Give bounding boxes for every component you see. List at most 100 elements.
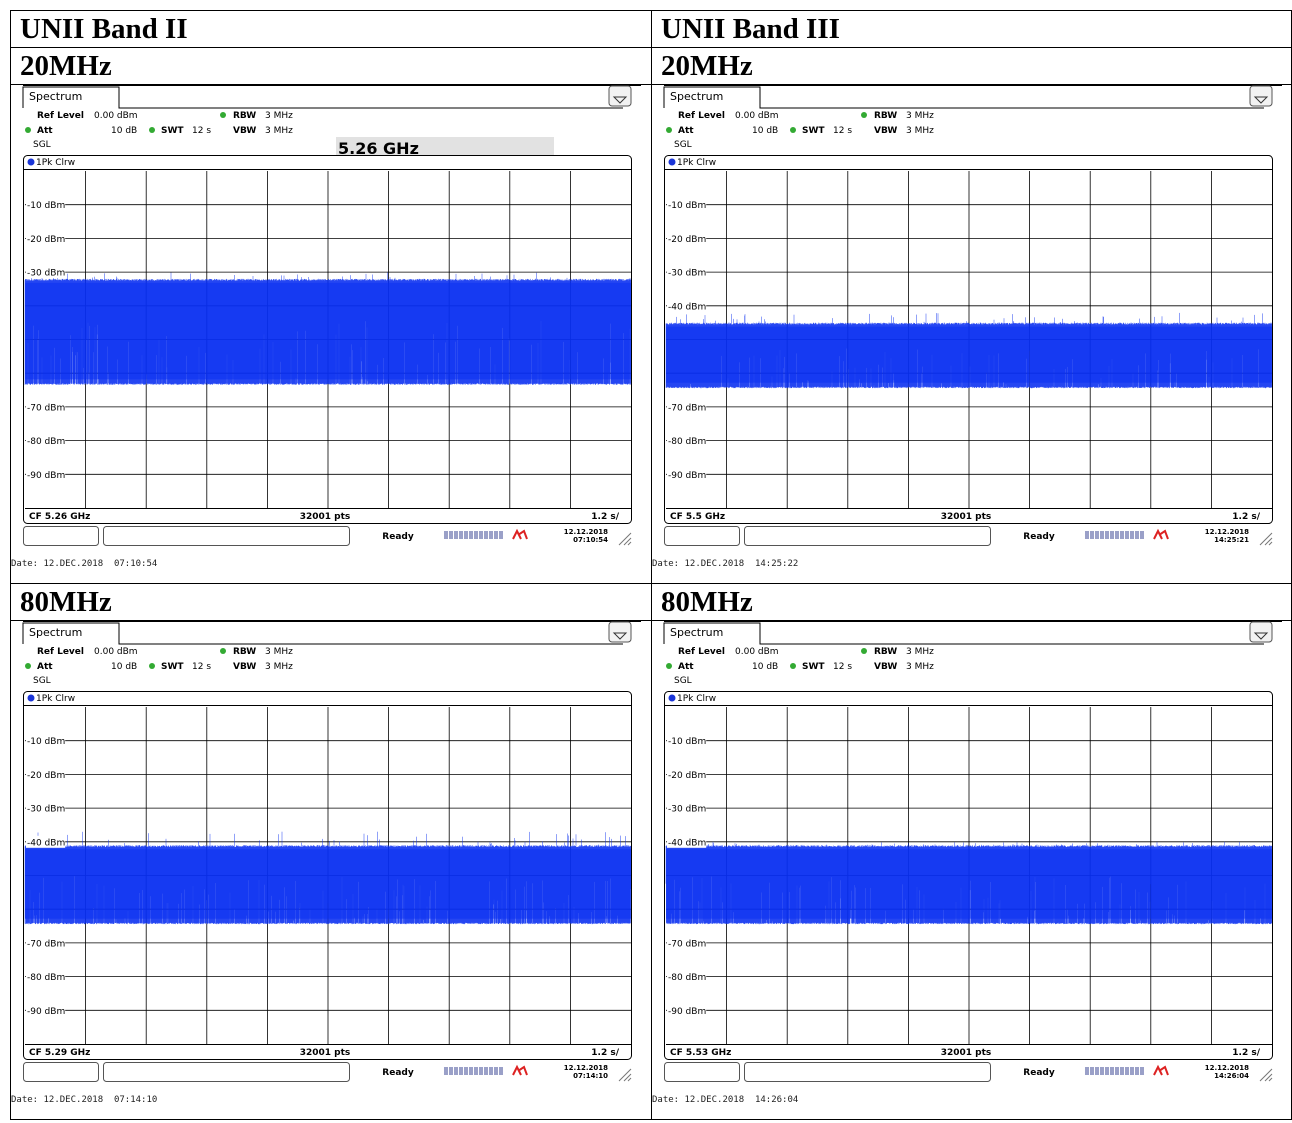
swt-label: SWT: [802, 126, 825, 136]
ref-level-label: Ref Level: [678, 111, 725, 121]
ref-level-label: Ref Level: [37, 111, 84, 121]
y-tick-label: -80 dBm: [27, 973, 65, 983]
progress-segment: [484, 531, 488, 539]
tick-label-bg: [26, 936, 66, 949]
progress-segment: [474, 1067, 478, 1075]
swt-value: 12 s: [833, 662, 852, 672]
y-tick-label: -70 dBm: [668, 403, 706, 413]
tick-label-bg: [26, 468, 66, 481]
progress-segment: [1135, 531, 1139, 539]
rbw-value: 3 MHz: [906, 111, 934, 121]
y-tick-label: -20 dBm: [668, 771, 706, 781]
tick-label-bg: [667, 1004, 707, 1017]
menu-icon: [608, 621, 632, 643]
rbw-indicator-icon: [220, 112, 226, 118]
screenshot-cell-b2-80: Spectrum Ref Level 0.00 dBm RBW 3 MHz Att 10 d…: [10, 620, 652, 1120]
progress-segment: [1100, 1067, 1104, 1075]
tick-label-bg: [26, 400, 66, 413]
rbw-label: RBW: [874, 111, 897, 121]
rbw-value: 3 MHz: [265, 647, 293, 657]
status-text: Ready: [1023, 1068, 1055, 1078]
y-tick-label: -90 dBm: [27, 471, 65, 481]
progress-segment: [1120, 1067, 1124, 1075]
screenshot-cell-b2-20: Spectrum Ref Level 0.00 dBm RBW 3 MHz Att 10 d…: [10, 84, 652, 584]
ref-level-value: 0.00 dBm: [94, 111, 138, 121]
y-tick-label: -70 dBm: [27, 403, 65, 413]
att-indicator-icon: [666, 663, 672, 669]
att-label: Att: [37, 126, 53, 136]
ref-level-value: 0.00 dBm: [94, 647, 138, 657]
rbw-indicator-icon: [220, 648, 226, 654]
y-tick-label: -80 dBm: [668, 437, 706, 447]
tick-label-bg: [26, 266, 66, 279]
analyzer-screenshot: Spectrum Ref Level 0.00 dBm RBW 3 MHz Att 10 d…: [11, 85, 651, 583]
y-tick-label: -40 dBm: [27, 838, 65, 848]
rs-logo-icon: [1153, 1064, 1169, 1076]
att-label: Att: [37, 662, 53, 672]
vbw-label: VBW: [874, 126, 897, 136]
tick-label-bg: [26, 970, 66, 983]
y-tick-label: -40 dBm: [668, 302, 706, 312]
tick-label-bg: [667, 198, 707, 211]
screenshot-cell-b3-80: Spectrum Ref Level 0.00 dBm RBW 3 MHz Att 10 d…: [651, 620, 1292, 1120]
progress-segment: [444, 531, 448, 539]
sweep-mode: SGL: [33, 140, 51, 150]
row-label-20mhz-left: 20MHz: [10, 47, 652, 85]
trace-indicator-icon: [668, 694, 676, 702]
progress-segment: [1140, 531, 1144, 539]
spectrum-analyzer-screen: Spectrum Ref Level 0.00 dBm RBW 3 MHz Att 10 d…: [652, 85, 1282, 569]
tick-label-bg: [667, 835, 707, 848]
vbw-label: VBW: [233, 126, 256, 136]
center-frequency: CF 5.26 GHz: [29, 512, 90, 522]
chevron-down-icon: [612, 96, 628, 104]
progress-segment: [1120, 531, 1124, 539]
status-text: Ready: [1023, 532, 1055, 542]
tick-label-bg: [667, 299, 707, 312]
swt-indicator-icon: [149, 127, 155, 133]
resize-grip-icon: [618, 1068, 632, 1082]
chevron-down-icon: [1253, 96, 1269, 104]
clock-date: 12.12.2018: [564, 1064, 608, 1072]
clock-date: 12.12.2018: [1205, 528, 1249, 536]
progress-bar: [444, 1067, 503, 1075]
spectrum-analyzer-screen: Spectrum Ref Level 0.00 dBm RBW 3 MHz Att 10 d…: [11, 621, 641, 1105]
progress-segment: [494, 531, 498, 539]
sweep-mode: SGL: [674, 676, 692, 686]
progress-segment: [459, 531, 463, 539]
swt-label: SWT: [802, 662, 825, 672]
y-tick-label: -10 dBm: [668, 201, 706, 211]
y-tick-label: -30 dBm: [668, 269, 706, 279]
y-tick-label: -90 dBm: [668, 1007, 706, 1017]
ref-level-label: Ref Level: [37, 647, 84, 657]
status-text: Ready: [382, 1068, 414, 1078]
center-frequency: CF 5.29 GHz: [29, 1048, 90, 1058]
tick-label-bg: [26, 198, 66, 211]
status-field-left: [23, 526, 99, 546]
vbw-label: VBW: [874, 662, 897, 672]
y-tick-label: -70 dBm: [668, 939, 706, 949]
column-header-band-iii: UNII Band III: [651, 10, 1292, 48]
sweep-points: 32001 pts: [300, 512, 351, 522]
status-text: Ready: [382, 532, 414, 542]
rbw-label: RBW: [233, 111, 256, 121]
progress-segment: [499, 531, 503, 539]
sweep-time: 1.2 s/: [591, 1048, 619, 1058]
rs-logo-icon: [512, 528, 528, 540]
progress-segment: [449, 531, 453, 539]
progress-segment: [1130, 531, 1134, 539]
y-tick-label: -30 dBm: [668, 805, 706, 815]
y-tick-label: -80 dBm: [27, 437, 65, 447]
progress-segment: [1125, 1067, 1129, 1075]
tick-label-bg: [667, 970, 707, 983]
tab-label: Spectrum: [29, 626, 82, 639]
progress-segment: [1095, 531, 1099, 539]
progress-segment: [489, 1067, 493, 1075]
swt-label: SWT: [161, 126, 184, 136]
clock-date: 12.12.2018: [564, 528, 608, 536]
y-tick-label: -10 dBm: [668, 737, 706, 747]
date-stamp: Date: 12.DEC.2018 14:25:22: [652, 559, 798, 569]
y-tick-label: -10 dBm: [27, 201, 65, 211]
trace-label: 1Pk Clrw: [36, 694, 75, 704]
y-tick-label: -10 dBm: [27, 737, 65, 747]
rs-logo-icon: [1153, 528, 1169, 540]
